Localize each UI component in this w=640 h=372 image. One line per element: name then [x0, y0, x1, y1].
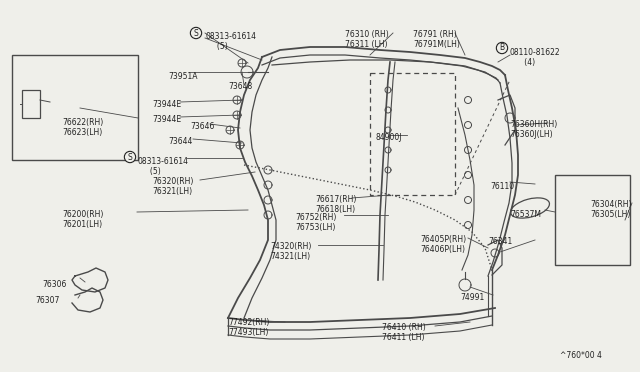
Text: 76410 (RH)
76411 (LH): 76410 (RH) 76411 (LH) [382, 323, 426, 342]
Text: 76306: 76306 [42, 280, 67, 289]
Text: 74991: 74991 [460, 293, 484, 302]
Text: 76304(RH)
76305(LH): 76304(RH) 76305(LH) [590, 200, 632, 219]
Text: 73648: 73648 [228, 82, 252, 91]
Text: 08313-61614
     (5): 08313-61614 (5) [205, 32, 256, 51]
Text: 76537M: 76537M [510, 210, 541, 219]
Text: 76405P(RH)
76406P(LH): 76405P(RH) 76406P(LH) [420, 235, 466, 254]
Text: 76617(RH)
76618(LH): 76617(RH) 76618(LH) [315, 195, 356, 214]
Text: 84900J: 84900J [375, 133, 401, 142]
Text: 76307: 76307 [35, 296, 60, 305]
Text: 76320(RH)
76321(LH): 76320(RH) 76321(LH) [152, 177, 193, 196]
Text: 76360H(RH)
76360J(LH): 76360H(RH) 76360J(LH) [510, 120, 557, 140]
Text: 08110-81622
      (4): 08110-81622 (4) [510, 48, 561, 67]
Text: S: S [127, 153, 132, 161]
Text: 77492(RH)
77493(LH): 77492(RH) 77493(LH) [228, 318, 269, 337]
Bar [22, 90, 40, 118]
Bar [12, 55, 138, 160]
Text: 73644: 73644 [168, 137, 193, 146]
Text: S: S [194, 29, 198, 38]
Text: 08313-61614
     (5): 08313-61614 (5) [138, 157, 189, 176]
Text: 76200(RH)
76201(LH): 76200(RH) 76201(LH) [62, 210, 104, 230]
Text: 76752(RH)
76753(LH): 76752(RH) 76753(LH) [295, 213, 337, 232]
Text: 73646: 73646 [190, 122, 214, 131]
Text: 76310 (RH)
76311 (LH): 76310 (RH) 76311 (LH) [345, 30, 388, 49]
Text: 73944E: 73944E [152, 115, 181, 124]
Bar [555, 175, 630, 265]
Text: 73944E: 73944E [152, 100, 181, 109]
Text: B: B [499, 44, 504, 52]
Text: 76341: 76341 [488, 237, 512, 246]
Text: 76622(RH)
76623(LH): 76622(RH) 76623(LH) [62, 118, 103, 137]
Text: 73951A: 73951A [168, 72, 198, 81]
Text: 76110: 76110 [490, 182, 514, 191]
Text: 76791 (RH)
76791M(LH): 76791 (RH) 76791M(LH) [413, 30, 460, 49]
Text: 74320(RH)
74321(LH): 74320(RH) 74321(LH) [270, 242, 312, 262]
Text: ^760*00 4: ^760*00 4 [560, 351, 602, 360]
